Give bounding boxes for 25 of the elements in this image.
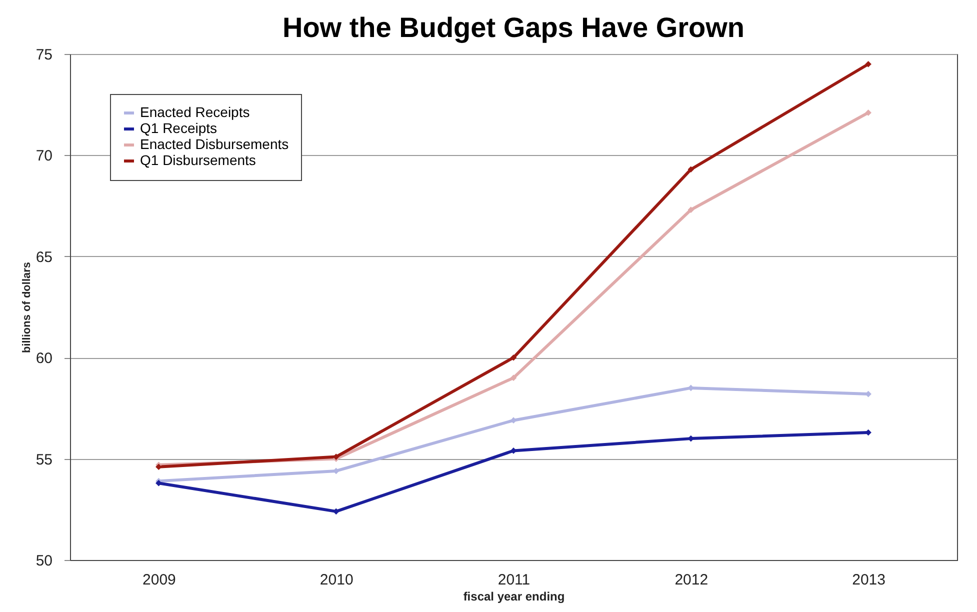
y-tick-label: 55 xyxy=(36,451,52,468)
y-tick-label: 65 xyxy=(36,248,52,266)
y-tick-label: 60 xyxy=(36,350,52,368)
x-tick-label: 2010 xyxy=(320,572,354,588)
x-tick-label: 2012 xyxy=(674,572,708,588)
chart-title: How the Budget Gaps Have Grown xyxy=(282,12,745,43)
point xyxy=(865,60,872,68)
legend-label: Q1 Receipts xyxy=(140,120,218,136)
point xyxy=(865,429,872,436)
legend-label: Q1 Disbursements xyxy=(140,152,256,168)
y-tick-label: 75 xyxy=(36,46,52,64)
point xyxy=(688,166,694,173)
y-tick-label: 50 xyxy=(36,552,52,570)
y-axis-title: billions of dollars xyxy=(20,262,33,354)
legend-label: Enacted Disbursements xyxy=(140,136,289,152)
x-axis-title: fiscal year ending xyxy=(463,590,565,604)
y-tick-label: 70 xyxy=(36,148,52,165)
point xyxy=(688,206,694,214)
x-tick-label: 2013 xyxy=(852,572,886,588)
x-tick-label: 2011 xyxy=(498,572,530,588)
point xyxy=(510,374,517,381)
point xyxy=(510,354,517,361)
point xyxy=(865,110,872,116)
x-tick-label: 2009 xyxy=(142,572,176,588)
legend-label: Enacted Receipts xyxy=(140,104,250,120)
